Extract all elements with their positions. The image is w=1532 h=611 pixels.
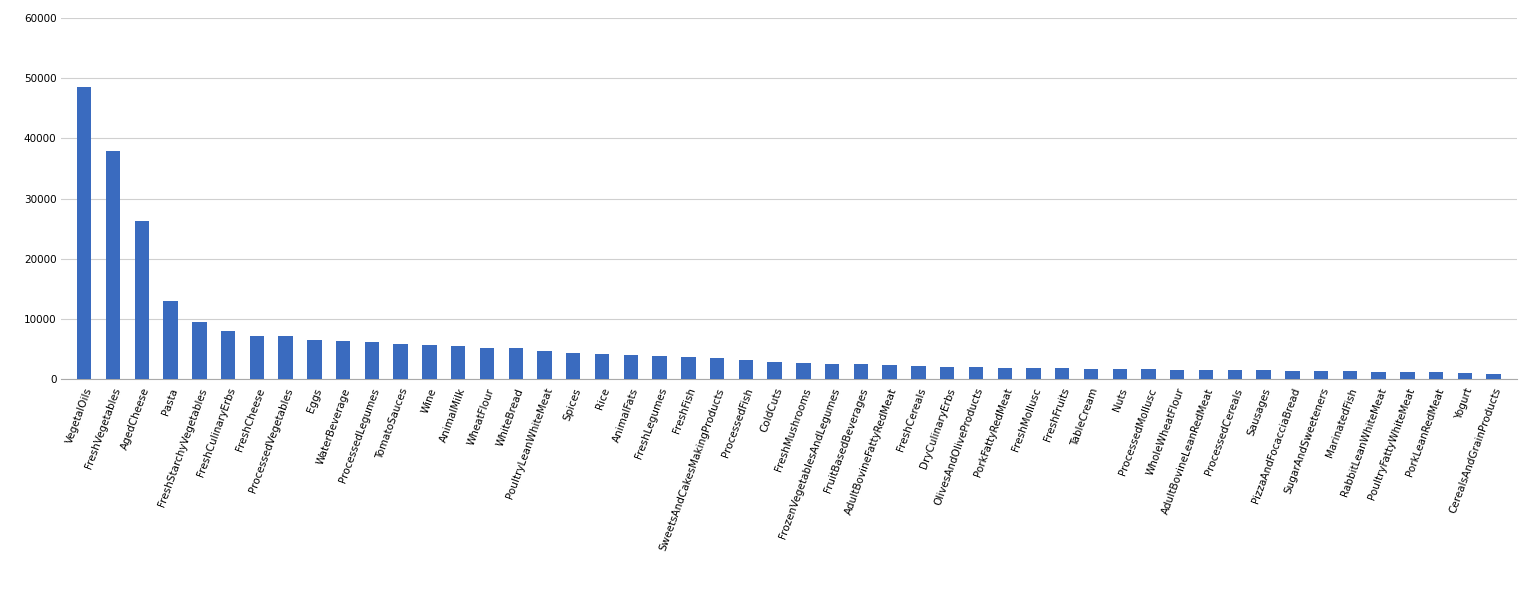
- Bar: [768, 362, 781, 379]
- Bar: [480, 348, 495, 379]
- Bar: [1429, 372, 1443, 379]
- Bar: [1486, 374, 1501, 379]
- Bar: [308, 340, 322, 379]
- Bar: [1200, 370, 1213, 379]
- Bar: [1371, 371, 1386, 379]
- Bar: [824, 364, 840, 379]
- Bar: [423, 345, 437, 379]
- Bar: [594, 354, 610, 379]
- Bar: [1141, 369, 1155, 379]
- Bar: [1170, 370, 1184, 379]
- Bar: [997, 368, 1013, 379]
- Bar: [336, 341, 351, 379]
- Bar: [682, 357, 696, 379]
- Bar: [624, 355, 637, 379]
- Bar: [1458, 373, 1472, 379]
- Bar: [77, 87, 92, 379]
- Bar: [853, 364, 869, 379]
- Bar: [1285, 371, 1299, 379]
- Bar: [565, 353, 581, 379]
- Bar: [709, 359, 725, 379]
- Bar: [1342, 371, 1357, 379]
- Bar: [912, 366, 925, 379]
- Bar: [106, 150, 119, 379]
- Bar: [1112, 369, 1128, 379]
- Bar: [1400, 372, 1414, 379]
- Bar: [797, 363, 810, 379]
- Bar: [941, 367, 954, 379]
- Bar: [394, 344, 408, 379]
- Bar: [1083, 368, 1098, 379]
- Bar: [653, 356, 666, 379]
- Bar: [450, 346, 466, 379]
- Bar: [538, 351, 552, 379]
- Bar: [968, 367, 984, 379]
- Bar: [1314, 371, 1328, 379]
- Bar: [250, 335, 264, 379]
- Bar: [738, 360, 754, 379]
- Bar: [1256, 370, 1270, 379]
- Bar: [882, 365, 896, 379]
- Bar: [221, 331, 236, 379]
- Bar: [1026, 368, 1040, 379]
- Bar: [365, 342, 378, 379]
- Bar: [135, 221, 149, 379]
- Bar: [279, 336, 293, 379]
- Bar: [1056, 368, 1069, 379]
- Bar: [164, 301, 178, 379]
- Bar: [192, 322, 207, 379]
- Bar: [509, 348, 522, 379]
- Bar: [1227, 370, 1242, 379]
